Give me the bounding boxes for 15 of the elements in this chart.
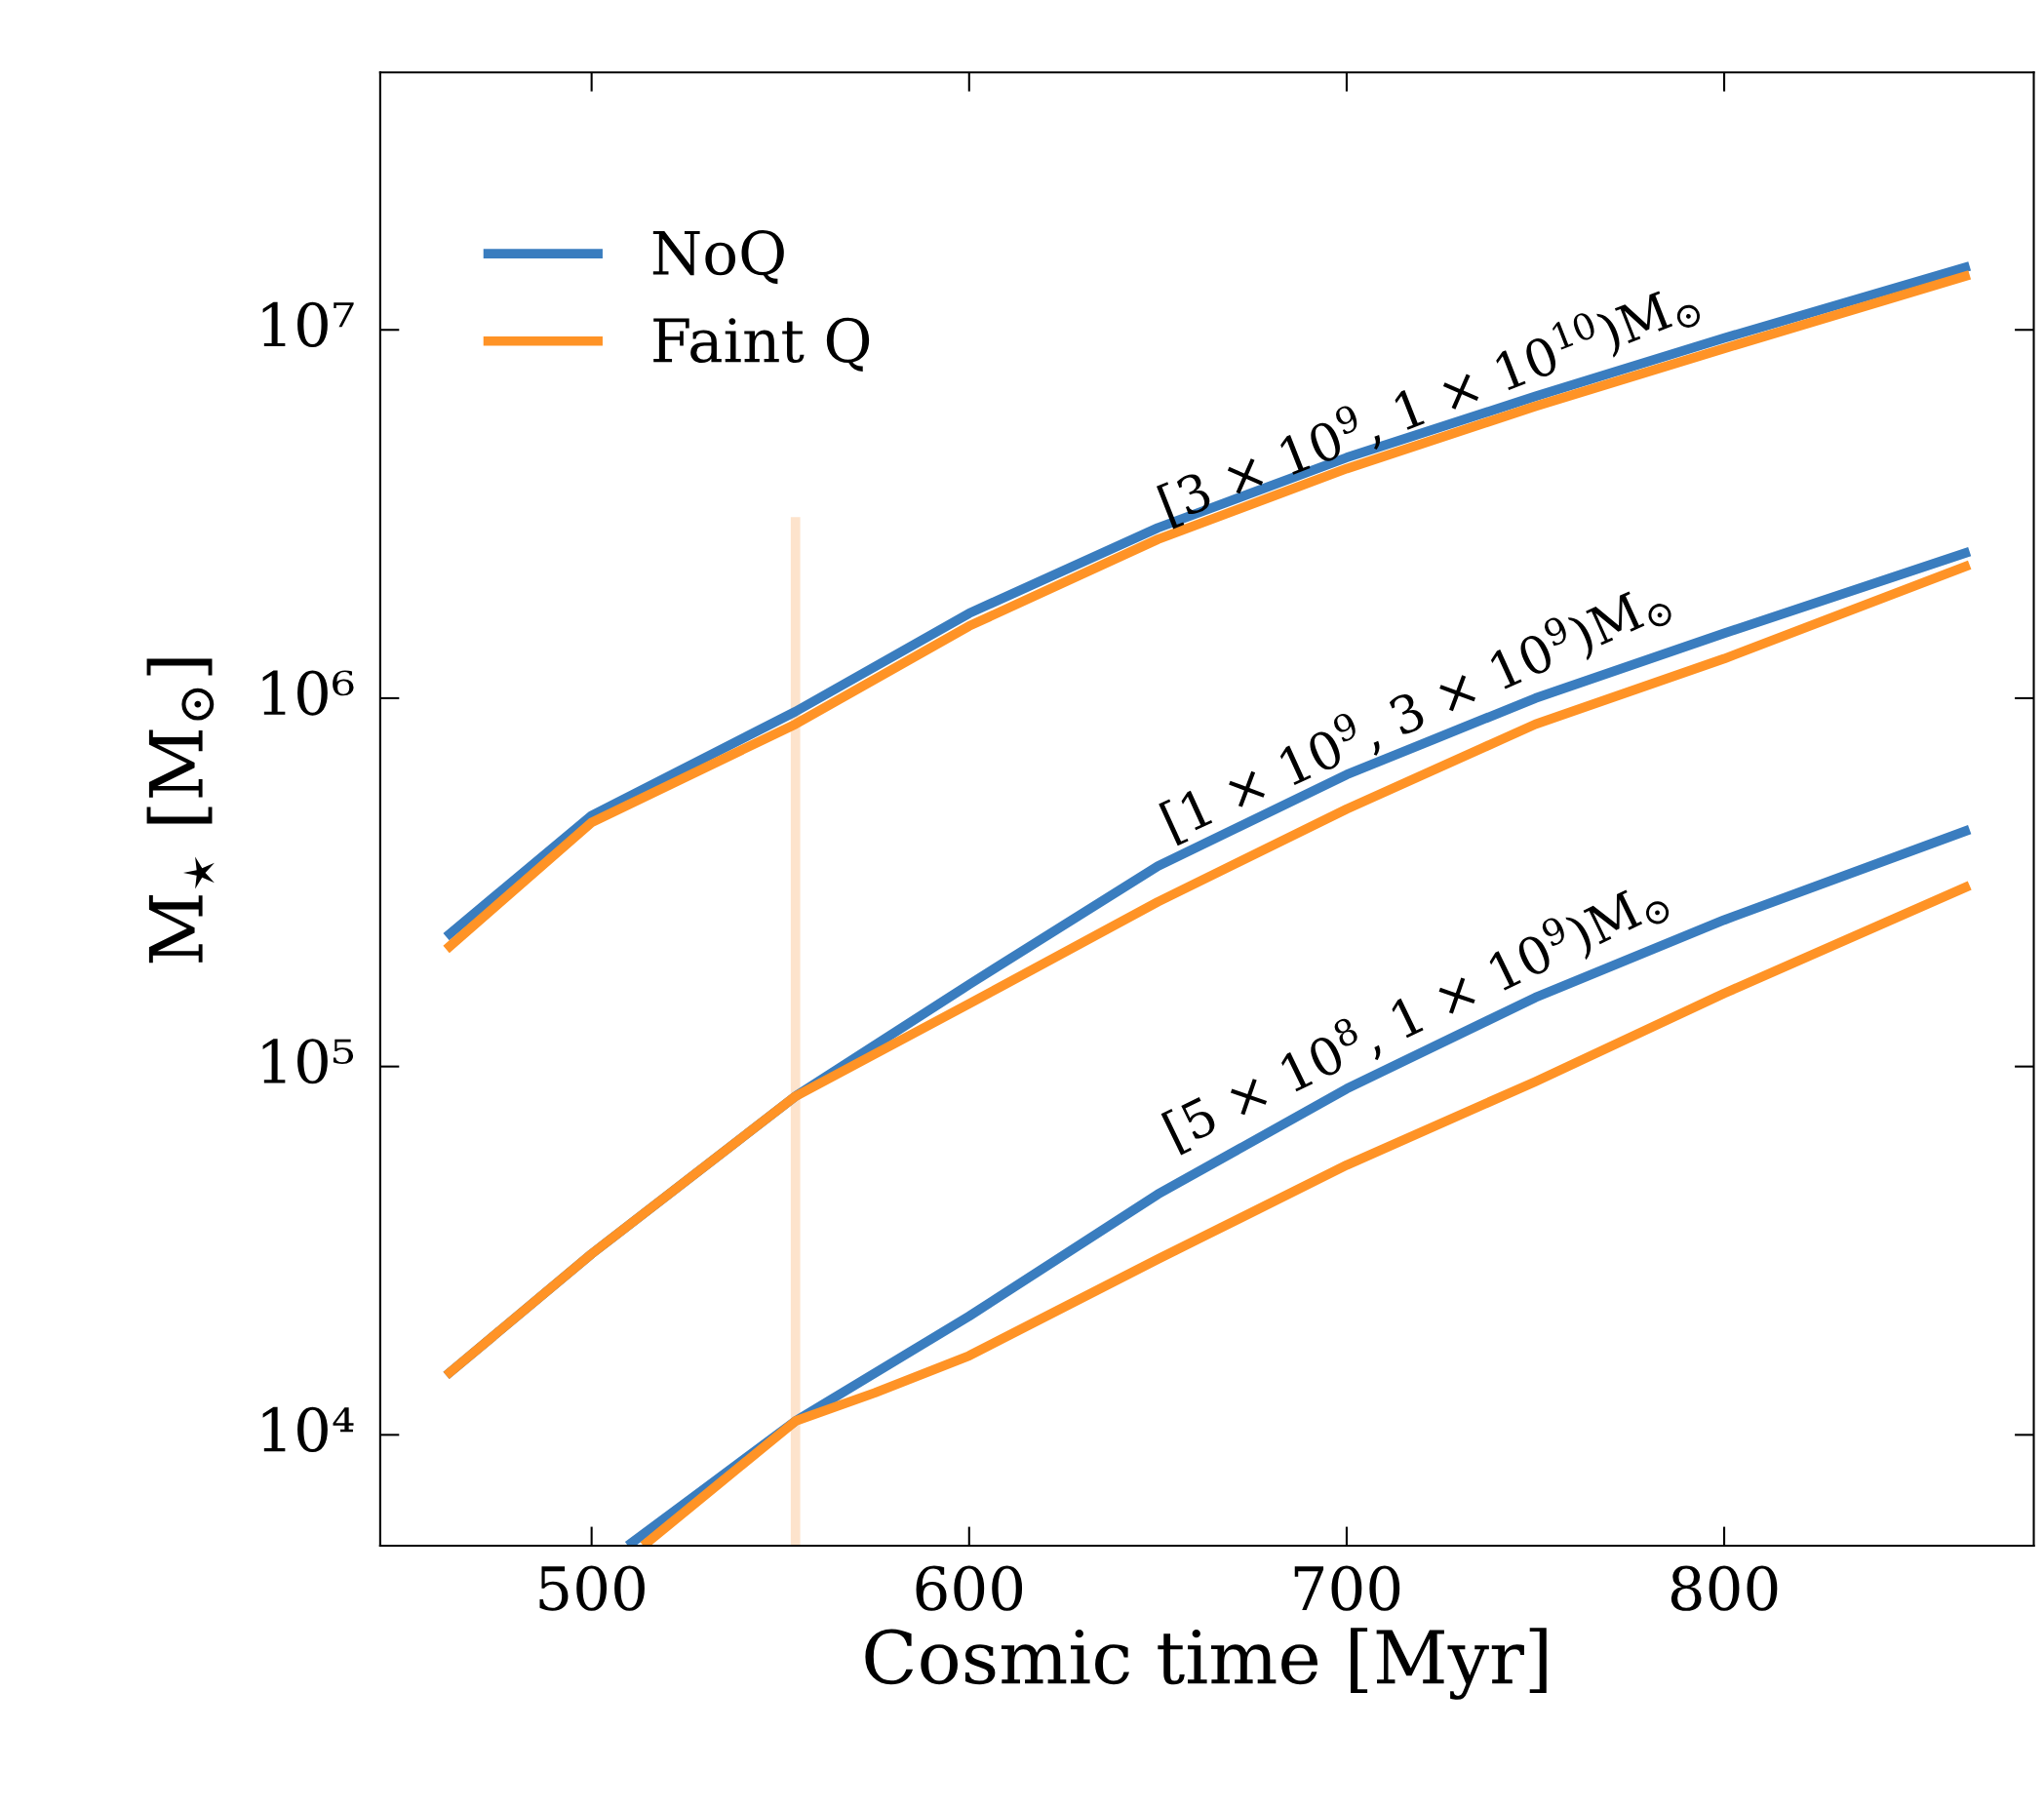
x-tick-label: 800 <box>1671 1565 1778 1611</box>
y-tick-label: 10⁶ <box>262 670 354 716</box>
x-tick-label: 700 <box>1294 1565 1400 1611</box>
legend-label: NoQ <box>652 230 784 285</box>
x-tick-label: 500 <box>539 1565 645 1611</box>
annotation: [5 × 10$^{8}$, 1 × 10$^{9}$)M$_{⊙}$ <box>1158 869 1673 1157</box>
legend-label: Faint Q <box>653 317 870 372</box>
y-tick-label: 10⁷ <box>262 301 354 347</box>
y-axis-title: M$_{⋆}$ [M$_{⊙}$] <box>146 658 215 964</box>
annotation: [3 × 10$^{9}$, 1 × 10$^{10}$)M$_{⊙}$ <box>1154 272 1704 531</box>
x-axis-title: Cosmic time [Myr] <box>865 1628 1547 1700</box>
y-tick-label: 10⁴ <box>262 1406 354 1453</box>
x-tick-label: 600 <box>916 1565 1023 1611</box>
annotation: [1 × 10$^{9}$, 3 × 10$^{9}$)M$_{⊙}$ <box>1156 571 1675 847</box>
y-tick-label: 10⁵ <box>262 1039 354 1084</box>
